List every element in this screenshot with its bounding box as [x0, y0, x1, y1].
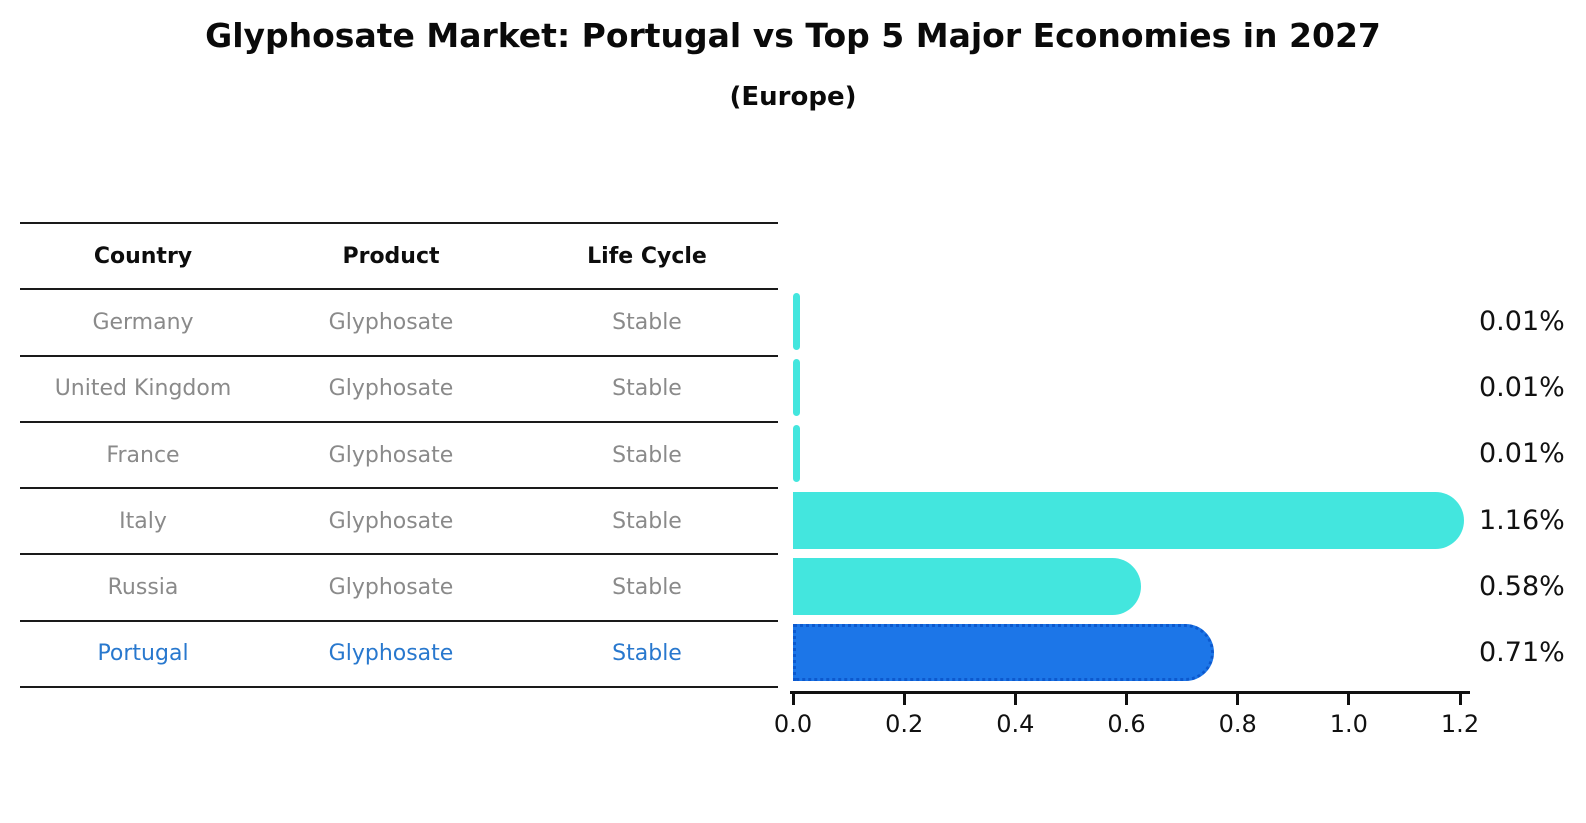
cell-life-cycle: Stable — [612, 442, 682, 468]
table-header-row: Country Product Life Cycle — [20, 222, 778, 288]
bar-france — [793, 425, 800, 483]
x-axis-tick-label: 1.2 — [1440, 710, 1480, 738]
cell-country: Portugal — [97, 641, 189, 667]
x-axis-tick — [791, 691, 795, 705]
cell-product: Glyphosate — [328, 641, 454, 667]
x-axis-tick-label: 0.8 — [1218, 710, 1257, 738]
header-country: Country — [93, 243, 193, 269]
bar-value-label-united-kingdom: 0.01% — [1479, 371, 1565, 403]
bar-row — [793, 354, 1464, 420]
bar-germany — [793, 292, 800, 350]
x-axis-tick — [1125, 691, 1128, 705]
value-labels: 0.01% 0.01% 0.01% 1.16% 0.58% 0.71% — [1479, 288, 1565, 686]
table-row-russia: Russia Glyphosate Stable — [20, 553, 778, 619]
cell-product: Glyphosate — [328, 309, 454, 335]
x-axis-tick-label: 1.0 — [1329, 710, 1368, 738]
x-axis-tick — [902, 691, 906, 705]
cell-country: Italy — [119, 508, 167, 534]
bar-portugal — [793, 624, 1214, 682]
bar-row — [793, 288, 1464, 354]
x-axis-tick-label: 0.2 — [885, 710, 924, 738]
x-axis-tick — [1458, 691, 1462, 705]
bar-value-label-france: 0.01% — [1479, 438, 1565, 470]
header-life-cycle: Life Cycle — [587, 243, 707, 269]
table-row-germany: Germany Glyphosate Stable — [20, 288, 778, 354]
cell-product: Glyphosate — [328, 442, 454, 468]
table-row-united-kingdom: United Kingdom Glyphosate Stable — [20, 354, 778, 421]
x-axis-tick — [1013, 691, 1017, 705]
data-table: Country Product Life Cycle Germany Glyph… — [20, 222, 778, 689]
bar-row — [793, 553, 1464, 619]
cell-country: Germany — [92, 309, 194, 335]
cell-life-cycle: Stable — [612, 641, 682, 667]
x-axis-line — [790, 691, 1470, 694]
bar-value-label-germany: 0.01% — [1479, 305, 1565, 337]
cell-country: France — [106, 442, 180, 468]
table-row-portugal: Portugal Glyphosate Stable — [20, 619, 778, 686]
bar-row — [793, 487, 1464, 553]
cell-life-cycle: Stable — [612, 575, 682, 601]
cell-product: Glyphosate — [328, 376, 454, 402]
table-row-france: France Glyphosate Stable — [20, 420, 778, 487]
x-axis-tick-label: 0.4 — [996, 710, 1035, 738]
bar-italy — [793, 491, 1464, 549]
cell-product: Glyphosate — [328, 508, 454, 534]
bar-value-label-italy: 1.16% — [1479, 504, 1565, 536]
bar-value-label-portugal: 0.71% — [1479, 637, 1565, 669]
cell-life-cycle: Stable — [612, 376, 682, 402]
bar-united-kingdom — [793, 358, 800, 416]
page-subtitle: (Europe) — [729, 82, 857, 112]
cell-life-cycle: Stable — [612, 508, 682, 534]
table-row-italy: Italy Glyphosate Stable — [20, 487, 778, 553]
bar-plot-area — [793, 288, 1464, 686]
cell-country: Russia — [107, 575, 179, 601]
bar-russia — [793, 557, 1142, 615]
page-title: Glyphosate Market: Portugal vs Top 5 Maj… — [205, 16, 1381, 55]
bar-row — [793, 421, 1464, 487]
x-axis-tick — [1236, 691, 1240, 705]
x-axis-tick-label: 0.0 — [773, 710, 813, 738]
bar-row — [793, 619, 1464, 685]
x-axis-tick — [1347, 691, 1351, 705]
bar-value-label-russia: 0.58% — [1479, 570, 1565, 602]
cell-life-cycle: Stable — [612, 309, 682, 335]
cell-product: Glyphosate — [328, 575, 454, 601]
x-axis-tick-label: 0.6 — [1107, 710, 1146, 738]
header-product: Product — [342, 243, 440, 269]
cell-country: United Kingdom — [54, 376, 232, 402]
